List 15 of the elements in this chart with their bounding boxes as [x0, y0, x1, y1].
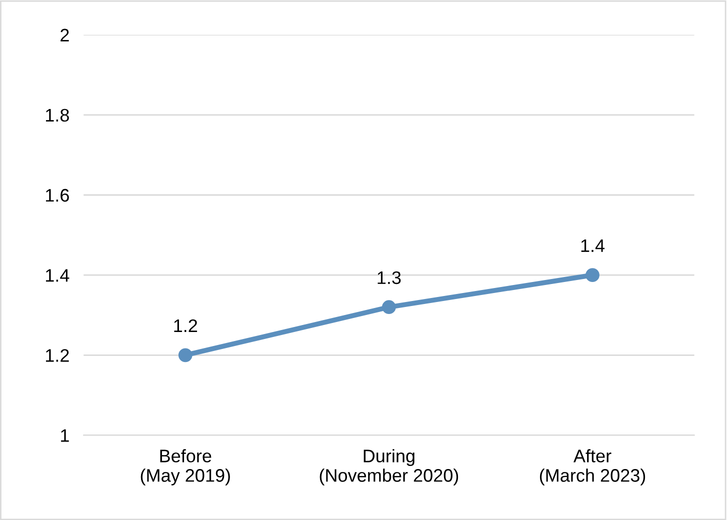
point: [178, 348, 192, 362]
y-tick-label: 1.8: [46, 108, 69, 122]
y-tick-label: 1.4: [46, 269, 70, 282]
data-label: 1.2: [174, 319, 198, 332]
x-tick-label: After (March 2023): [540, 449, 646, 486]
y-tick-label: 1.2: [46, 349, 69, 362]
y-tick-label: 1.6: [46, 188, 69, 202]
point: [586, 268, 600, 282]
data-label: 1.3: [378, 271, 401, 284]
y-tick-label: 2: [60, 28, 69, 42]
y-tick-label: 1: [61, 429, 69, 442]
data-label: 1.4: [581, 239, 605, 252]
point: [382, 300, 396, 314]
x-tick-label: During (November 2020): [320, 449, 458, 486]
x-tick-label: Before (May 2019): [140, 449, 230, 486]
